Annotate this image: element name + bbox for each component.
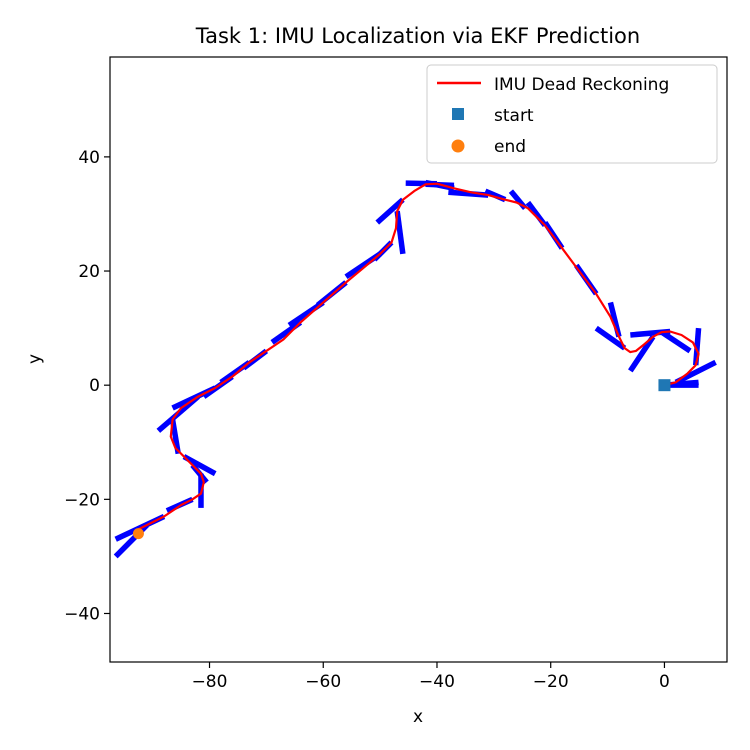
marker-layer	[132, 379, 671, 540]
legend-label-imu: IMU Dead Reckoning	[494, 75, 669, 95]
x-axis-ticks: −80 −60 −40 −20 0	[192, 662, 670, 692]
heading-mark	[660, 329, 692, 354]
heading-mark	[375, 197, 405, 225]
legend: IMU Dead Reckoning start end	[426, 64, 718, 164]
heading-mark	[169, 418, 181, 455]
legend-label-end: end	[494, 137, 526, 157]
y-axis-ticks: −40 −20 0 20 40	[64, 148, 110, 624]
y-tick-label: −40	[64, 604, 100, 624]
y-axis-label: y	[25, 354, 45, 364]
heading-mark	[394, 210, 406, 255]
x-axis-label: x	[413, 707, 423, 727]
y-tick-label: 20	[78, 262, 100, 282]
y-tick-label: 40	[78, 148, 100, 168]
plot-frame	[109, 56, 728, 663]
legend-box	[426, 64, 718, 164]
heading-mark	[594, 325, 627, 351]
x-tick-label: −40	[419, 672, 455, 692]
start-marker	[658, 379, 671, 392]
chart-title: Task 1: IMU Localization via EKF Predict…	[195, 24, 640, 48]
legend-end-swatch	[451, 139, 465, 153]
x-tick-label: −80	[192, 672, 228, 692]
heading-mark	[182, 454, 217, 477]
x-tick-label: −60	[305, 672, 341, 692]
end-marker	[132, 528, 144, 540]
y-tick-label: 0	[89, 376, 100, 396]
legend-label-start: start	[494, 106, 534, 126]
x-tick-label: 0	[659, 672, 670, 692]
heading-mark	[628, 335, 656, 373]
legend-start-swatch	[452, 108, 464, 120]
series-layer	[134, 182, 700, 532]
series-line-imu-dead-reckoning	[134, 182, 700, 532]
heading-mark	[674, 359, 717, 385]
y-tick-label: −20	[64, 490, 100, 510]
x-tick-label: −20	[533, 672, 569, 692]
